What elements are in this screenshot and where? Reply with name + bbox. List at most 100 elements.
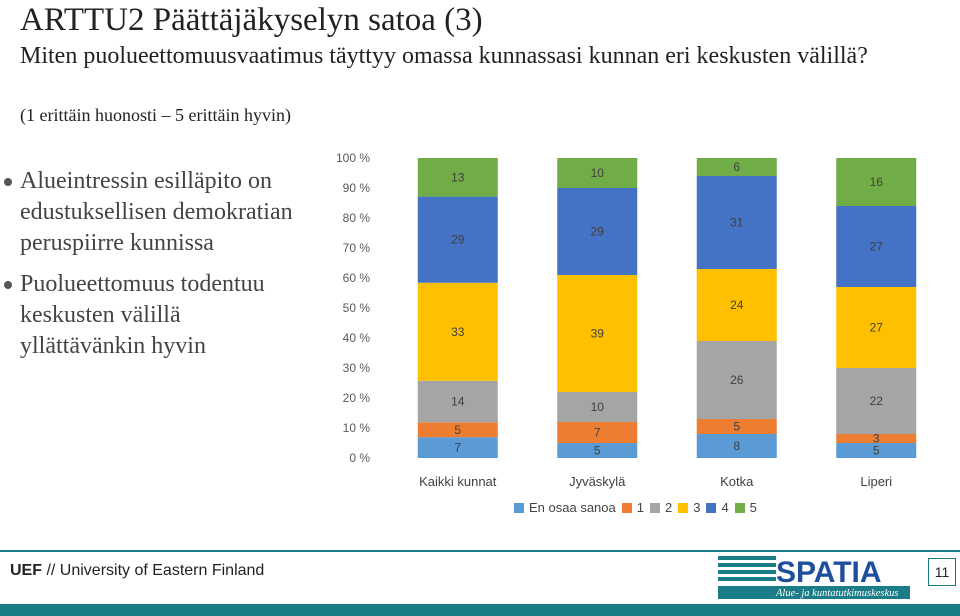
bar-segment bbox=[417, 282, 498, 381]
x-category-label: Jyväskylä bbox=[569, 474, 626, 489]
slide-title: ARTTU2 Päättäjäkyselyn satoa (3) bbox=[20, 2, 483, 38]
bar-segment bbox=[417, 422, 498, 438]
footer-divider bbox=[0, 550, 960, 552]
bar-segment bbox=[836, 206, 917, 287]
legend-item: 5 bbox=[734, 500, 757, 515]
legend-item: 4 bbox=[706, 500, 729, 515]
legend-label: 5 bbox=[749, 500, 757, 515]
legend-swatch bbox=[734, 502, 745, 513]
y-tick-label: 100 % bbox=[336, 151, 370, 165]
legend-swatch bbox=[621, 502, 632, 513]
bullet-dot-icon bbox=[4, 178, 12, 186]
bar-segment bbox=[557, 188, 638, 275]
legend-label: 2 bbox=[664, 500, 673, 515]
x-category-label: Liperi bbox=[860, 474, 892, 489]
data-label: 5 bbox=[873, 444, 880, 458]
footer-org: UEF // University of Eastern Finland bbox=[10, 562, 264, 580]
data-label: 8 bbox=[733, 439, 740, 453]
data-label: 7 bbox=[454, 441, 461, 455]
data-label: 31 bbox=[730, 216, 744, 230]
bar-segment bbox=[696, 341, 777, 419]
data-label: 5 bbox=[733, 420, 740, 434]
y-tick-label: 70 % bbox=[343, 241, 371, 255]
bar-segment bbox=[836, 368, 917, 434]
y-tick-label: 0 % bbox=[349, 451, 370, 465]
y-tick-label: 30 % bbox=[343, 361, 371, 375]
legend-item: En osaa sanoa bbox=[514, 500, 616, 515]
data-label: 10 bbox=[591, 400, 605, 414]
bar-segment bbox=[836, 287, 917, 368]
legend-swatch bbox=[514, 502, 524, 513]
bar-segment bbox=[557, 443, 638, 458]
bar-segment bbox=[557, 158, 638, 188]
bar-segment bbox=[557, 422, 638, 443]
data-label: 16 bbox=[870, 175, 884, 189]
bar-segment bbox=[417, 196, 498, 283]
x-category-label: Kotka bbox=[720, 474, 754, 489]
bar-segment bbox=[417, 437, 498, 458]
chart-svg: 0 % 10 % 20 % 30 % 40 % 50 % 60 % 70 % 80 % 90 % 1… bbox=[336, 151, 917, 489]
footer-bar bbox=[0, 604, 960, 616]
page-number: 11 bbox=[928, 558, 956, 586]
bullet-dot-icon bbox=[4, 281, 12, 289]
data-label: 39 bbox=[591, 327, 605, 341]
data-label: 27 bbox=[870, 240, 884, 254]
data-label: 3 bbox=[873, 432, 880, 446]
bar-segment bbox=[557, 275, 638, 392]
data-label: 5 bbox=[594, 444, 601, 458]
bar-segment bbox=[696, 269, 777, 341]
logo-wordmark: SPATIA bbox=[776, 556, 882, 589]
y-tick-label: 80 % bbox=[343, 211, 371, 225]
y-tick-label: 40 % bbox=[343, 331, 371, 345]
logo-stripes-icon bbox=[718, 556, 776, 581]
org-abbr: UEF bbox=[10, 562, 42, 579]
data-label: 13 bbox=[451, 170, 465, 184]
bar-segment bbox=[836, 158, 917, 206]
y-tick-label: 90 % bbox=[343, 181, 371, 195]
legend-swatch bbox=[706, 502, 717, 513]
bullet-text: Puolueettomuus todentuu keskusten välill… bbox=[20, 271, 265, 359]
stacked-bar-chart: 0 % 10 % 20 % 30 % 40 % 50 % 60 % 70 % 80 % 90 % 1… bbox=[318, 148, 918, 501]
data-label: 7 bbox=[594, 426, 601, 440]
bar-segment bbox=[696, 176, 777, 269]
x-category-label: Kaikki kunnat bbox=[419, 474, 497, 489]
data-label: 10 bbox=[591, 166, 605, 180]
logo-tagline: Alue- ja kuntatutkimuskeskus bbox=[775, 588, 898, 599]
bar-segment bbox=[836, 434, 917, 443]
data-label: 6 bbox=[733, 160, 740, 174]
legend-label: 4 bbox=[721, 500, 729, 515]
chart-legend: En osaa sanoa 1 2 3 4 5 bbox=[514, 500, 763, 515]
legend-swatch bbox=[678, 502, 689, 513]
bar-segment bbox=[417, 380, 498, 423]
legend-item: 3 bbox=[678, 500, 700, 515]
bullet-item: Alueintressin esilläpito on edustukselli… bbox=[0, 166, 300, 259]
data-label: 27 bbox=[870, 321, 884, 335]
data-label: 14 bbox=[451, 395, 465, 409]
data-label: 26 bbox=[730, 373, 744, 387]
org-name: // University of Eastern Finland bbox=[46, 562, 265, 579]
scale-note: (1 erittäin huonosti – 5 erittäin hyvin) bbox=[20, 105, 291, 125]
data-label: 33 bbox=[451, 325, 465, 339]
bar-segment bbox=[696, 158, 777, 176]
data-label: 22 bbox=[870, 394, 884, 408]
x-axis: Kaikki kunnat Jyväskylä Kotka Liperi bbox=[419, 474, 892, 489]
y-tick-label: 20 % bbox=[343, 391, 371, 405]
y-tick-label: 50 % bbox=[343, 301, 371, 315]
y-tick-label: 60 % bbox=[343, 271, 371, 285]
data-label: 29 bbox=[591, 225, 605, 239]
legend-item: 1 bbox=[621, 500, 644, 515]
legend-label: 1 bbox=[636, 500, 644, 515]
legend-label: En osaa sanoa bbox=[529, 500, 616, 515]
legend-swatch bbox=[649, 502, 660, 513]
bullet-list: Alueintressin esilläpito on edustukselli… bbox=[0, 166, 300, 372]
bar-segment bbox=[696, 419, 777, 434]
data-label: 29 bbox=[451, 233, 465, 247]
bar-segment bbox=[417, 158, 498, 197]
y-axis: 0 % 10 % 20 % 30 % 40 % 50 % 60 % 70 % 80 % 90 % 1… bbox=[336, 151, 370, 465]
spatia-logo: SPATIA Alue- ja kuntatutkimuskeskus bbox=[718, 556, 910, 599]
y-tick-label: 10 % bbox=[343, 421, 371, 435]
survey-question: Miten puolueettomuusvaatimus täyttyy oma… bbox=[20, 43, 868, 69]
legend-item: 2 bbox=[649, 500, 673, 515]
data-label: 24 bbox=[730, 298, 744, 312]
